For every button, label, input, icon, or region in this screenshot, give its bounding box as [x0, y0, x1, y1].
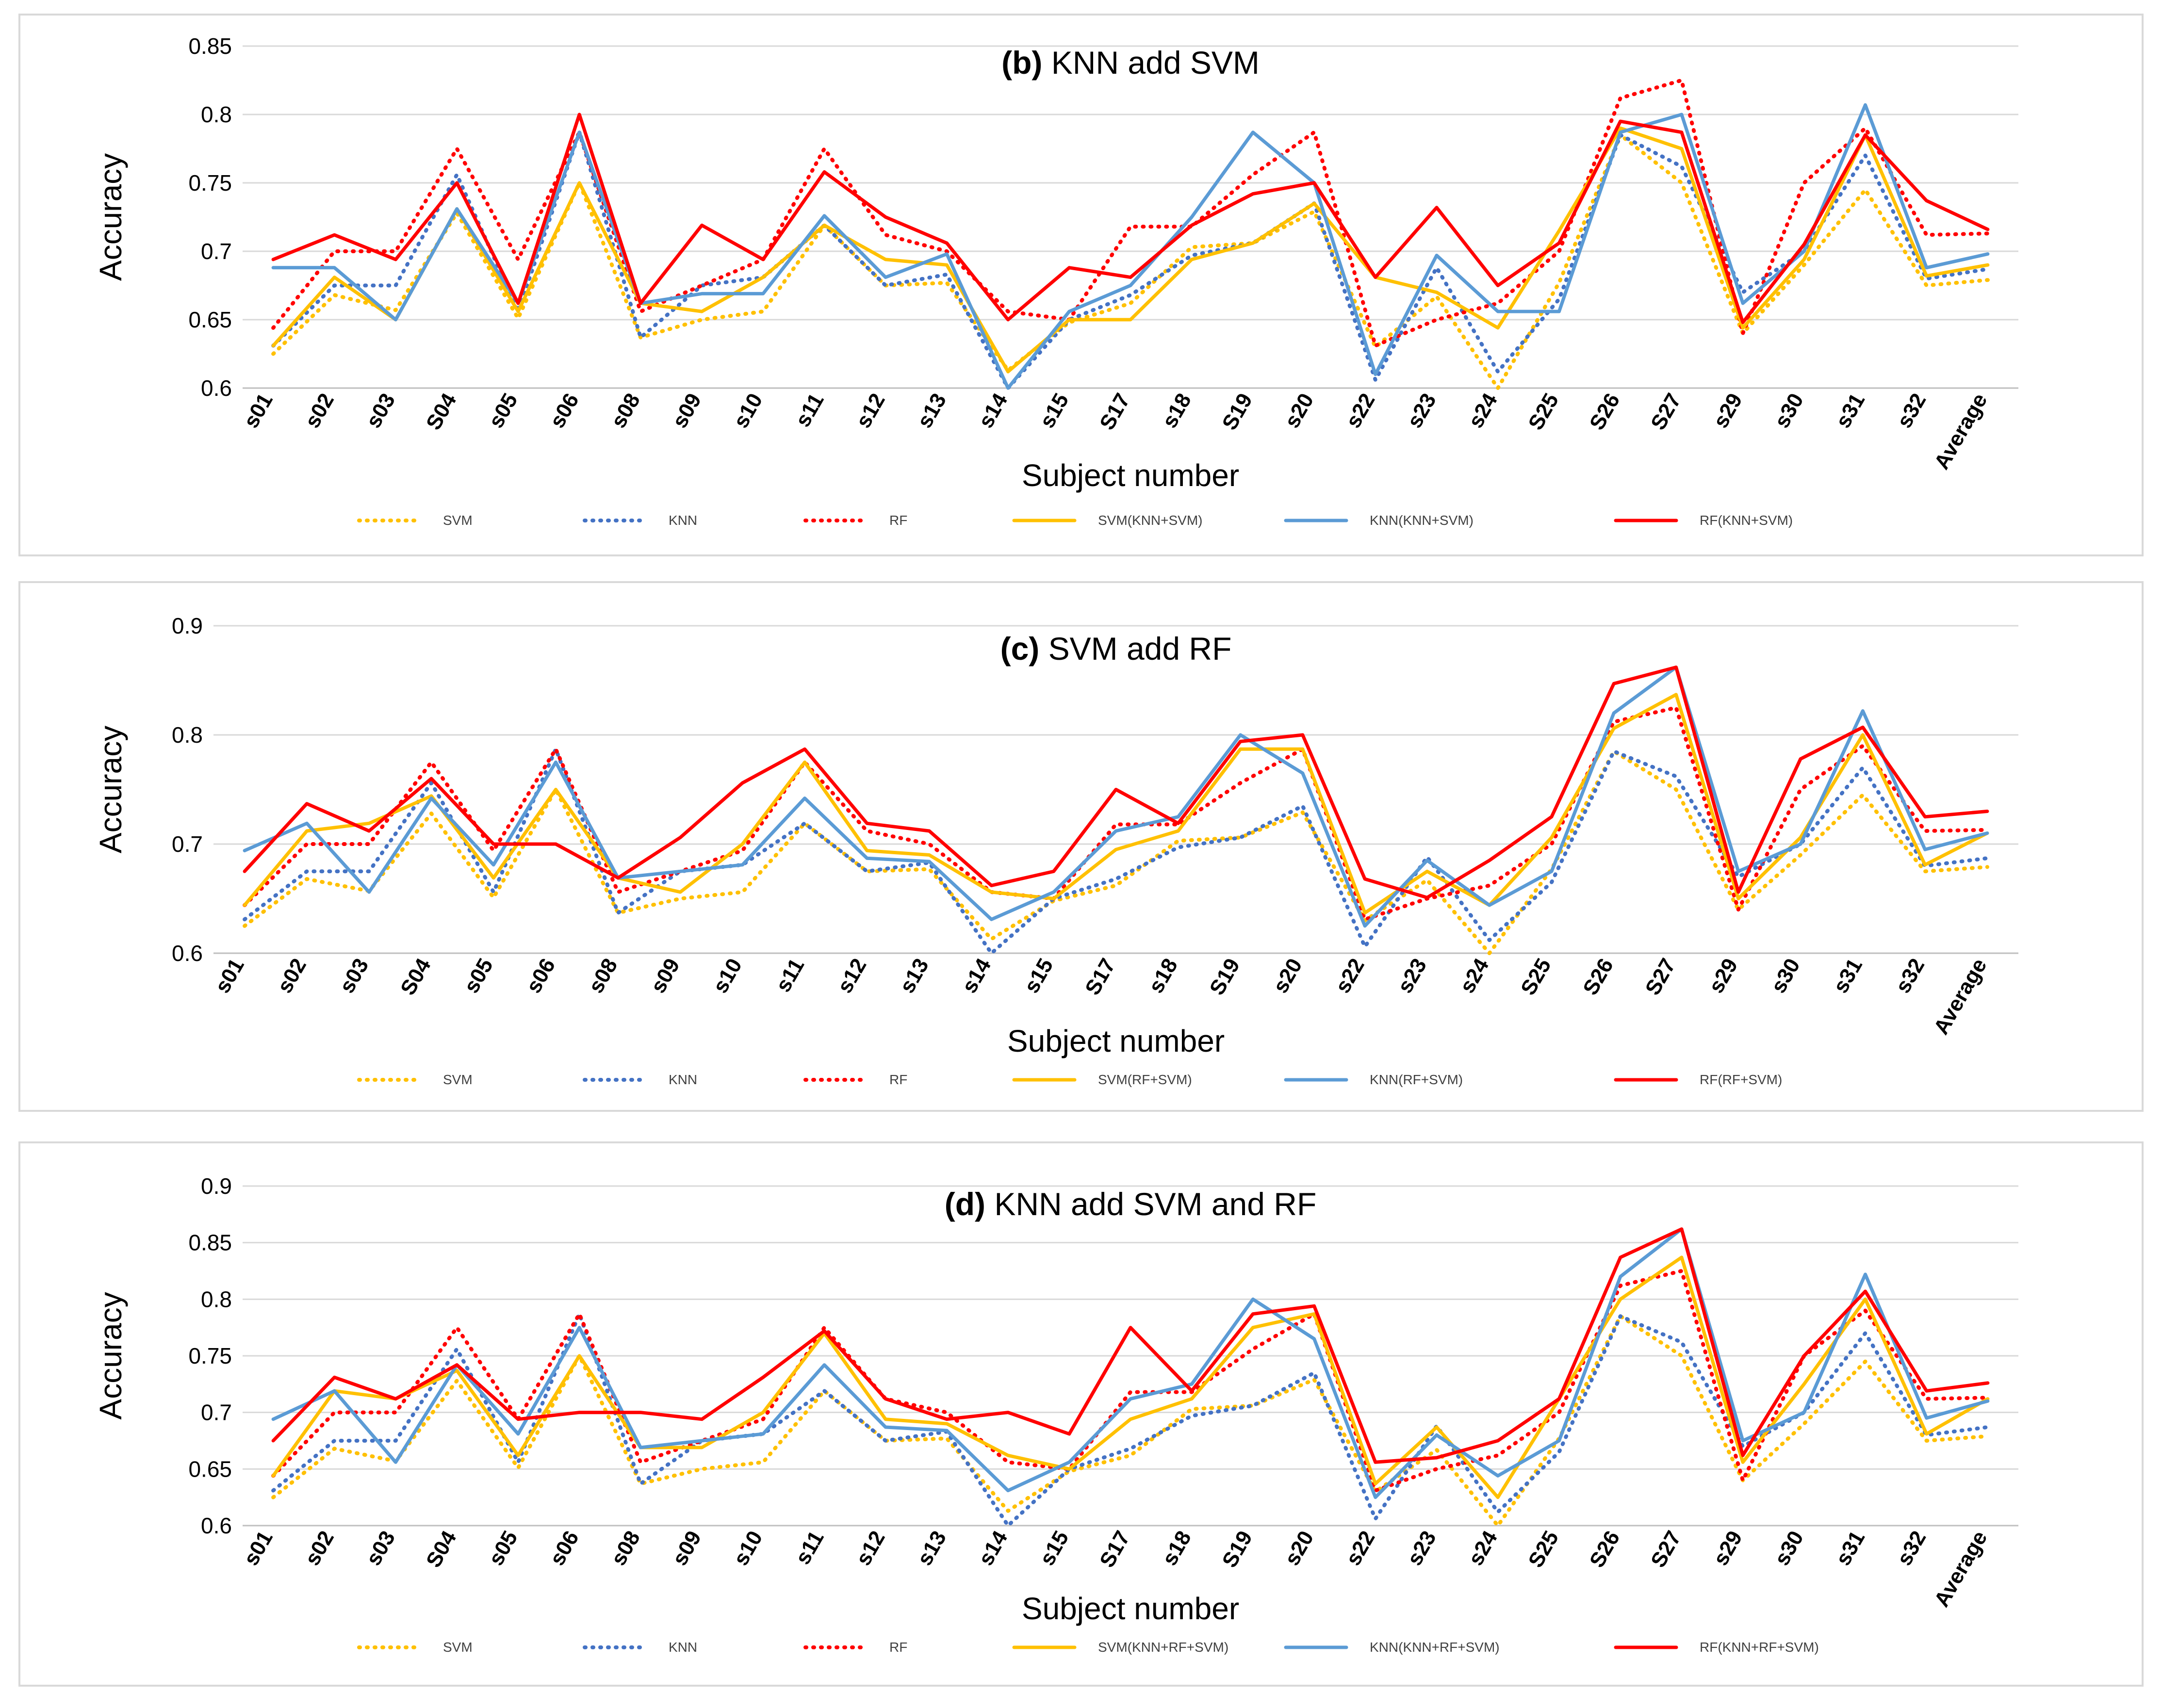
legend-label: RF(KNN+RF+SVM)	[1700, 1640, 1819, 1655]
series-line-rf-knn-svm	[271, 113, 1990, 325]
y-tick-label: 0.7	[201, 1400, 232, 1425]
series-line-svm-knn-rf-svm	[271, 1255, 1990, 1499]
series-line-knn	[271, 1312, 1990, 1528]
chart-title-label: (d)	[945, 1186, 985, 1222]
y-tick-label: 0.75	[188, 1343, 232, 1368]
legend-label: RF	[889, 1072, 907, 1087]
chart-title-label: (b)	[1001, 45, 1042, 81]
chart-title: (c) SVM add RF	[1000, 631, 1232, 667]
x-axis-title: Subject number	[1022, 1591, 1239, 1626]
legend-label: SVM	[443, 1072, 473, 1087]
chart-title-text: KNN add SVM and RF	[985, 1186, 1316, 1222]
legend-label: SVM(KNN+SVM)	[1098, 513, 1202, 528]
legend-label: SVM	[443, 1640, 473, 1655]
legend-label: KNN	[669, 1640, 697, 1655]
panel-frame	[18, 581, 2144, 1112]
y-axis-title: Accuracy	[93, 726, 128, 853]
legend-label: RF	[889, 513, 907, 528]
y-axis-title: Accuracy	[93, 153, 128, 281]
y-tick-label: 0.6	[201, 375, 232, 401]
y-tick-label: 0.8	[201, 102, 232, 127]
legend-label: RF	[889, 1640, 907, 1655]
legend-label: SVM	[443, 513, 473, 528]
y-tick-label: 0.9	[172, 613, 203, 638]
legend-label: KNN(KNN+RF+SVM)	[1370, 1640, 1500, 1655]
chart-title: (d) KNN add SVM and RF	[945, 1186, 1317, 1222]
series-line-rf-knn-rf-svm	[271, 1227, 1990, 1464]
series-line-svm	[243, 749, 1989, 955]
y-tick-label: 0.8	[201, 1286, 232, 1312]
y-tick-label: 0.65	[188, 307, 232, 332]
y-tick-label: 0.9	[201, 1173, 232, 1199]
legend-label: SVM(RF+SVM)	[1098, 1072, 1192, 1087]
y-tick-label: 0.8	[172, 722, 203, 748]
y-tick-label: 0.6	[172, 941, 203, 966]
series-line-rf-rf-svm	[243, 666, 1989, 899]
legend-label: KNN(KNN+SVM)	[1370, 513, 1474, 528]
x-axis-title: Subject number	[1022, 458, 1239, 493]
x-axis-title: Subject number	[1007, 1024, 1225, 1058]
y-tick-label: 0.7	[172, 831, 203, 857]
chart-title-text: KNN add SVM	[1042, 45, 1260, 81]
legend-label: KNN	[669, 513, 697, 528]
chart-title-label: (c)	[1000, 631, 1040, 667]
y-tick-label: 0.7	[201, 239, 232, 264]
chart-title: (b) KNN add SVM	[1001, 45, 1260, 81]
legend-label: SVM(KNN+RF+SVM)	[1098, 1640, 1228, 1655]
y-tick-label: 0.75	[188, 170, 232, 195]
series-line-svm	[271, 1314, 1990, 1528]
series-line-knn-rf-svm	[243, 666, 1989, 928]
legend-label: RF(KNN+SVM)	[1700, 513, 1793, 528]
series-line-rf	[243, 705, 1989, 922]
legend-label: KNN(RF+SVM)	[1370, 1072, 1463, 1087]
y-tick-label: 0.85	[188, 33, 232, 59]
legend-label: RF(RF+SVM)	[1700, 1072, 1782, 1087]
legend-label: KNN	[669, 1072, 697, 1087]
y-tick-label: 0.6	[201, 1513, 232, 1538]
y-tick-label: 0.85	[188, 1230, 232, 1255]
y-axis-title: Accuracy	[93, 1292, 128, 1419]
series-line-knn-knn-svm	[271, 103, 1990, 390]
series-line-rf	[271, 1269, 1990, 1493]
chart-title-text: SVM add RF	[1039, 631, 1231, 667]
series-line-svm-rf-svm	[243, 693, 1989, 915]
series-line-svm-knn-svm	[271, 126, 1990, 374]
y-tick-label: 0.65	[188, 1456, 232, 1481]
